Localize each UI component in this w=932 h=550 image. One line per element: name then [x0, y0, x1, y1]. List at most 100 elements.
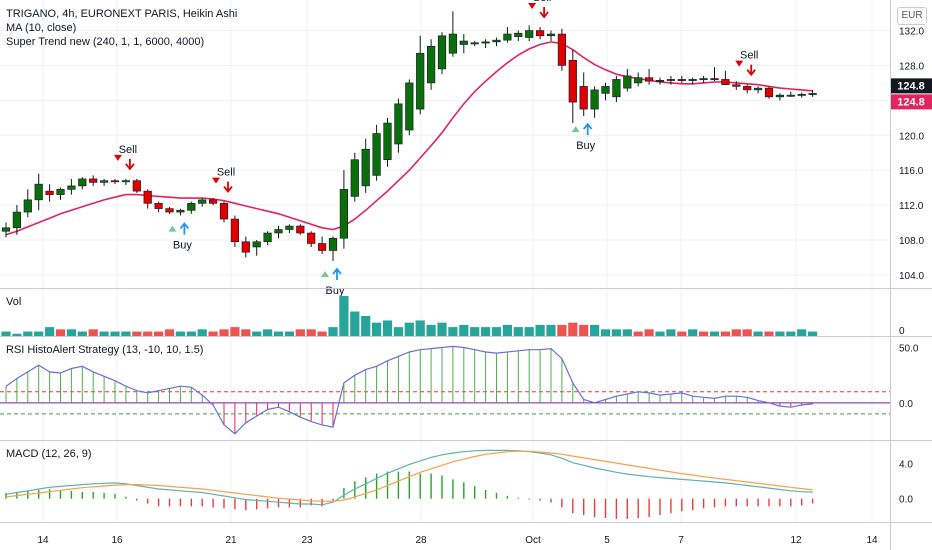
volume-bar	[546, 324, 556, 336]
candle	[579, 72, 588, 117]
volume-bar	[88, 329, 98, 336]
candle	[426, 39, 436, 90]
time-tick-label-0: 14	[37, 535, 49, 546]
candle-body	[176, 210, 185, 213]
currency-button[interactable]: EUR	[897, 7, 927, 25]
volume-bar	[426, 324, 436, 336]
ma-price-tag-box	[891, 94, 932, 110]
sell-triangle-4	[528, 3, 537, 10]
candle-body	[557, 33, 566, 66]
candle	[437, 32, 447, 75]
candle-body	[187, 203, 196, 211]
volume-bar	[55, 329, 66, 336]
volume-bar	[775, 331, 785, 336]
candle	[143, 189, 152, 209]
candle	[448, 11, 458, 57]
macd-line	[5, 449, 813, 506]
candle	[644, 68, 654, 85]
volume-title: Vol	[6, 296, 22, 308]
candle-body	[110, 180, 120, 183]
volume-bar	[797, 329, 807, 336]
candle-body	[143, 190, 152, 204]
volume-pane[interactable]	[1, 296, 818, 336]
volume-bar	[415, 320, 425, 336]
candle	[383, 117, 392, 167]
candle-body	[67, 185, 76, 190]
candle-body	[1, 227, 11, 232]
volume-bar	[23, 331, 33, 336]
volume-bar	[230, 327, 240, 336]
candle	[590, 86, 599, 118]
grid-lines	[0, 0, 890, 522]
candle-body	[459, 40, 468, 45]
volume-bar	[470, 327, 480, 336]
buy-label-1: Buy	[173, 240, 192, 252]
candle	[764, 86, 774, 99]
volume-bar	[437, 322, 447, 336]
candle	[110, 178, 120, 185]
candle	[12, 205, 21, 235]
candle-body	[601, 86, 610, 94]
buy-triangle-1	[168, 225, 177, 232]
volume-bar	[568, 322, 578, 336]
candle	[503, 27, 512, 43]
candle	[209, 198, 218, 206]
candle	[623, 68, 632, 92]
volume-bar	[45, 327, 55, 336]
volume-bar	[448, 327, 458, 336]
volume-bar	[393, 327, 403, 336]
last-price-tag-label: 124.8	[897, 80, 925, 92]
price-tick-label-3: 116.0	[899, 166, 924, 177]
volume-bar	[121, 331, 131, 336]
candle-body	[219, 203, 229, 220]
candle	[699, 75, 708, 83]
buy-triangle-5	[571, 126, 580, 133]
time-tick-label-9: 14	[866, 535, 878, 546]
time-tick-label-3: 23	[301, 535, 313, 546]
rsi-pane[interactable]	[0, 345, 890, 435]
volume-bar	[709, 331, 720, 336]
candle-body	[307, 232, 316, 244]
sell-label-2: Sell	[217, 167, 235, 179]
volume-bar	[579, 324, 589, 336]
candle-body	[699, 78, 708, 81]
volume-bar	[77, 331, 87, 336]
candle-body	[688, 79, 697, 81]
candle-body	[655, 79, 665, 82]
candle	[241, 236, 250, 258]
candle	[219, 201, 229, 223]
volume-bar	[219, 329, 229, 336]
candle-body	[56, 189, 65, 195]
candle-body	[721, 79, 730, 85]
volume-bar	[720, 331, 730, 336]
volume-bar	[372, 322, 382, 336]
candle-body	[394, 103, 403, 145]
candle	[601, 82, 610, 101]
volume-bar	[186, 331, 196, 336]
candle	[481, 39, 490, 48]
volume-bar	[208, 331, 218, 336]
time-tick-label-5: Oct	[525, 535, 541, 546]
candle-body	[764, 87, 774, 98]
candle-body	[154, 203, 163, 209]
sell-arrow-4	[539, 7, 549, 19]
candle	[45, 184, 54, 202]
volume-bar	[143, 331, 153, 336]
volume-bar	[328, 327, 338, 336]
candle-body	[612, 79, 621, 98]
candle-body	[470, 42, 479, 45]
price-tick-label-6: 128.0	[899, 61, 924, 72]
volume-bar	[655, 331, 665, 336]
candle	[67, 178, 76, 195]
candle	[296, 224, 305, 235]
sell-arrow-0	[125, 158, 135, 171]
volume-bar	[404, 322, 414, 336]
volume-bar	[535, 324, 545, 336]
price-tick-label-7: 132.0	[899, 27, 924, 38]
candle-body	[525, 30, 534, 38]
last-price-tag: 124.8	[891, 78, 932, 94]
volume-bar	[753, 331, 763, 336]
price-pane[interactable]: Sell Buy Sell Buy Sell Buy Sell	[1, 0, 817, 297]
macd-pane[interactable]	[5, 449, 814, 519]
